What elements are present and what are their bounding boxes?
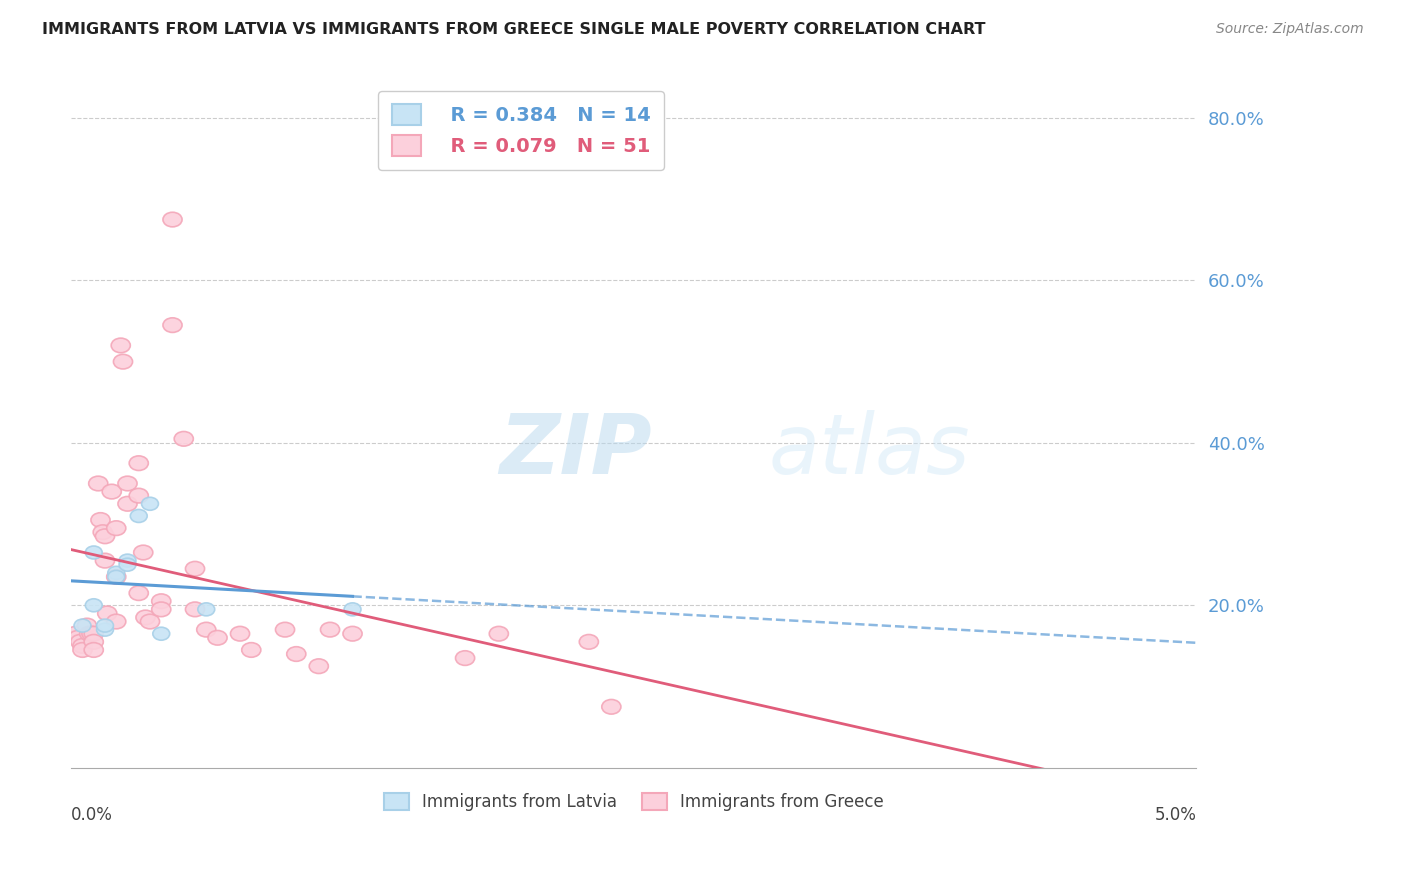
Ellipse shape <box>120 554 136 567</box>
Text: 0.0%: 0.0% <box>72 805 112 823</box>
Ellipse shape <box>107 521 125 535</box>
Ellipse shape <box>186 561 205 576</box>
Ellipse shape <box>107 615 125 629</box>
Text: 5.0%: 5.0% <box>1154 805 1197 823</box>
Ellipse shape <box>242 642 262 657</box>
Ellipse shape <box>84 626 103 641</box>
Ellipse shape <box>91 513 110 527</box>
Ellipse shape <box>84 634 103 649</box>
Text: Source: ZipAtlas.com: Source: ZipAtlas.com <box>1216 22 1364 37</box>
Ellipse shape <box>97 624 114 636</box>
Ellipse shape <box>66 626 86 641</box>
Ellipse shape <box>152 602 170 616</box>
Ellipse shape <box>73 642 91 657</box>
Ellipse shape <box>579 634 599 649</box>
Ellipse shape <box>198 603 215 615</box>
Ellipse shape <box>344 603 361 615</box>
Ellipse shape <box>163 318 181 333</box>
Ellipse shape <box>287 647 307 661</box>
Ellipse shape <box>129 488 148 503</box>
Ellipse shape <box>82 626 101 641</box>
Ellipse shape <box>118 497 136 511</box>
Ellipse shape <box>321 623 340 637</box>
Ellipse shape <box>86 546 103 559</box>
Ellipse shape <box>89 476 108 491</box>
Ellipse shape <box>309 659 329 673</box>
Ellipse shape <box>108 566 125 579</box>
Ellipse shape <box>108 570 125 583</box>
Ellipse shape <box>456 651 475 665</box>
Ellipse shape <box>141 615 159 629</box>
Ellipse shape <box>231 626 250 641</box>
Ellipse shape <box>131 509 148 523</box>
Ellipse shape <box>142 497 159 510</box>
Text: atlas: atlas <box>769 409 970 491</box>
Ellipse shape <box>129 586 148 600</box>
Ellipse shape <box>120 558 136 571</box>
Ellipse shape <box>134 545 153 560</box>
Ellipse shape <box>97 619 114 632</box>
Ellipse shape <box>69 631 87 645</box>
Ellipse shape <box>96 553 114 568</box>
Ellipse shape <box>75 619 91 632</box>
Ellipse shape <box>93 524 112 540</box>
Ellipse shape <box>80 626 98 641</box>
Ellipse shape <box>163 212 181 227</box>
Ellipse shape <box>602 699 621 714</box>
Ellipse shape <box>107 570 125 584</box>
Ellipse shape <box>343 626 363 641</box>
Ellipse shape <box>111 338 131 352</box>
Text: ZIP: ZIP <box>499 409 651 491</box>
Ellipse shape <box>197 623 217 637</box>
Ellipse shape <box>70 634 90 649</box>
Ellipse shape <box>77 618 97 633</box>
Ellipse shape <box>103 484 121 499</box>
Ellipse shape <box>97 606 117 621</box>
Ellipse shape <box>96 529 114 543</box>
Ellipse shape <box>118 476 136 491</box>
Ellipse shape <box>276 623 295 637</box>
Ellipse shape <box>208 631 228 645</box>
Ellipse shape <box>114 354 132 369</box>
Ellipse shape <box>153 627 170 640</box>
Legend: Immigrants from Latvia, Immigrants from Greece: Immigrants from Latvia, Immigrants from … <box>374 783 894 822</box>
Ellipse shape <box>73 639 91 653</box>
Text: IMMIGRANTS FROM LATVIA VS IMMIGRANTS FROM GREECE SINGLE MALE POVERTY CORRELATION: IMMIGRANTS FROM LATVIA VS IMMIGRANTS FRO… <box>42 22 986 37</box>
Ellipse shape <box>174 432 194 446</box>
Ellipse shape <box>84 642 103 657</box>
Ellipse shape <box>86 599 103 612</box>
Ellipse shape <box>489 626 509 641</box>
Ellipse shape <box>152 594 170 608</box>
Ellipse shape <box>136 610 155 624</box>
Ellipse shape <box>186 602 205 616</box>
Ellipse shape <box>129 456 148 470</box>
